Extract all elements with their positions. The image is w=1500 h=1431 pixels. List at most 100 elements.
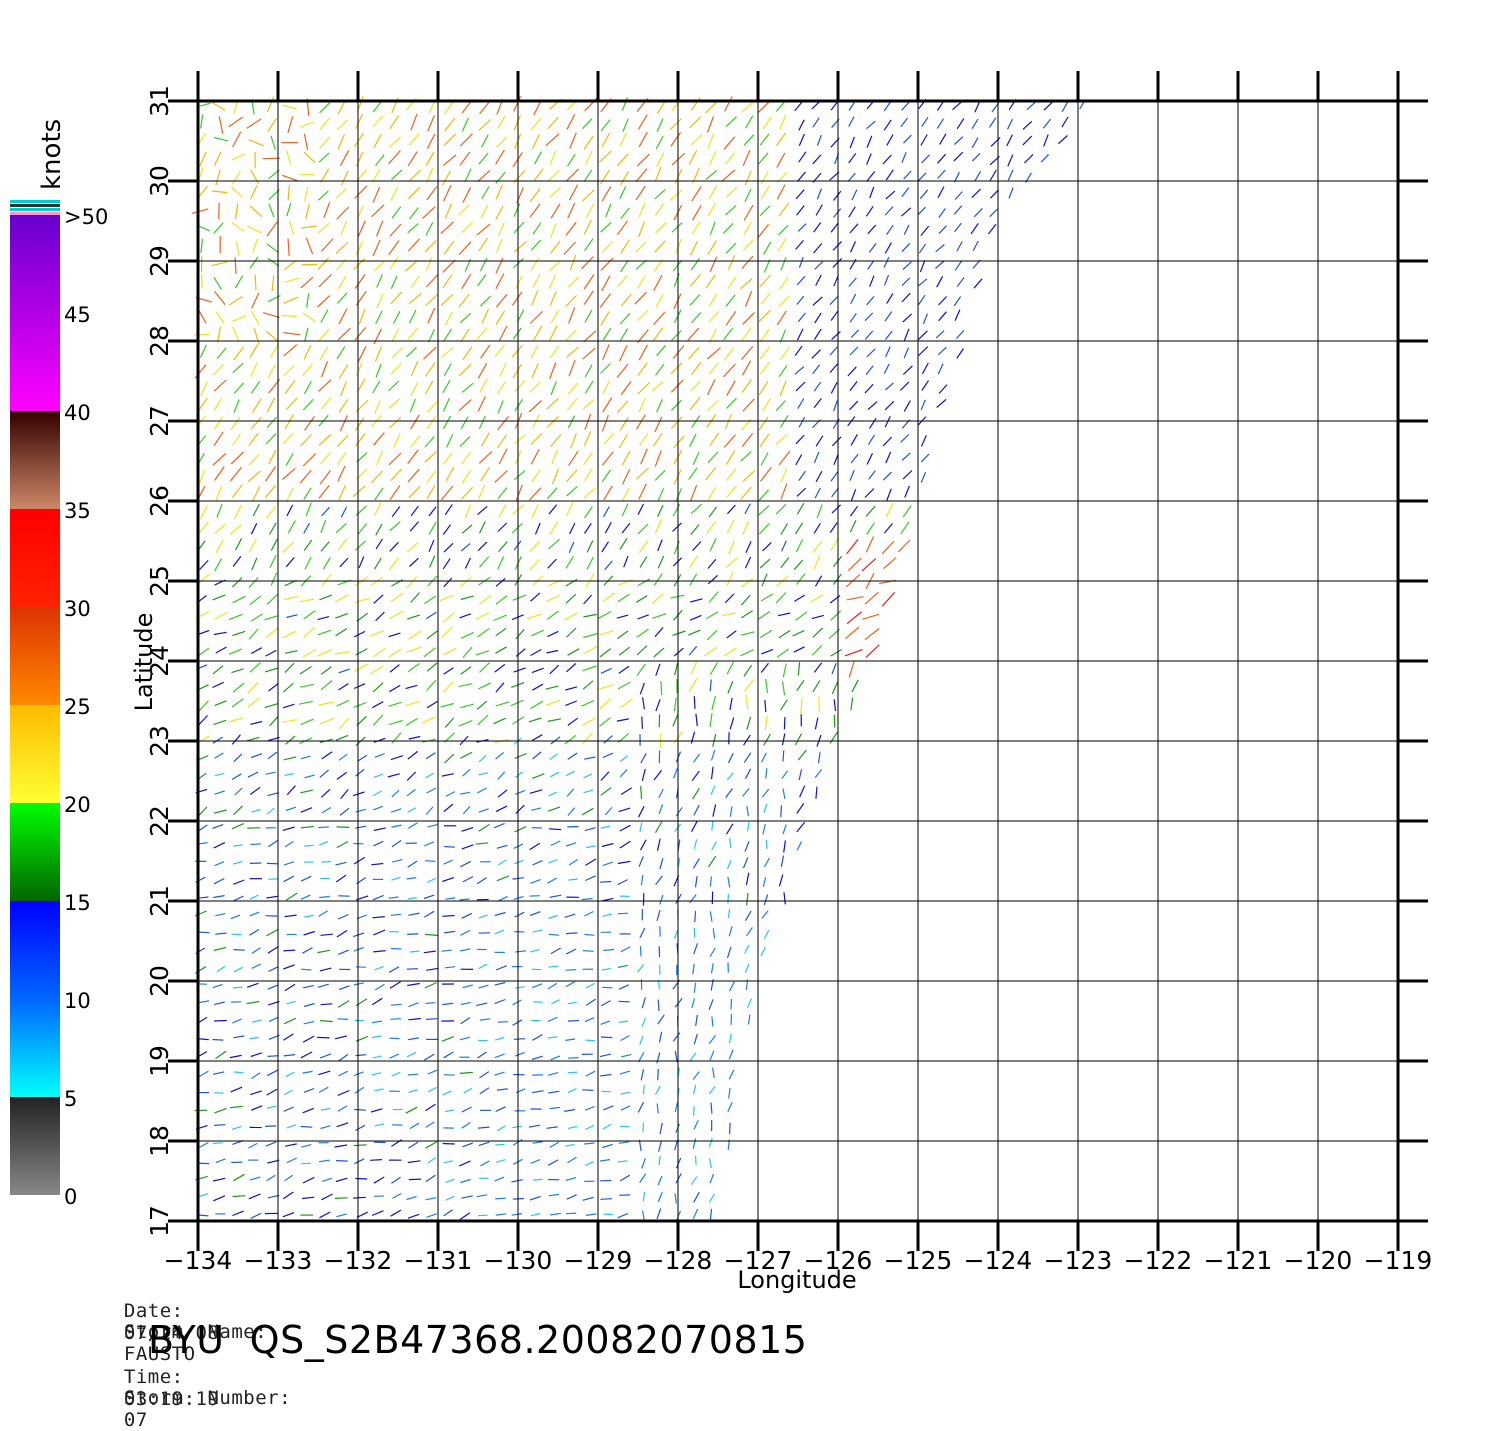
wind-vector	[727, 520, 734, 533]
wind-vector	[603, 914, 612, 916]
wind-vector	[462, 470, 470, 483]
wind-vector	[566, 771, 575, 776]
wind-vector	[373, 930, 385, 935]
wind-vector	[641, 1069, 643, 1080]
wind-vector	[761, 663, 768, 672]
wind-vector	[407, 577, 417, 589]
wind-vector	[284, 297, 299, 303]
wind-vector	[659, 1141, 662, 1152]
wind-vector	[339, 684, 349, 691]
wind-vector	[938, 154, 946, 163]
wind-vector	[849, 661, 854, 677]
wind-vector	[271, 573, 277, 586]
wind-vector	[532, 684, 543, 690]
wind-vector	[268, 1056, 279, 1057]
wind-vector	[253, 239, 258, 253]
wind-vector	[618, 276, 627, 287]
wind-vector	[285, 380, 295, 393]
wind-vector	[832, 331, 841, 339]
wind-vector	[232, 699, 243, 707]
wind-vector	[267, 398, 274, 413]
wind-vector	[321, 310, 328, 323]
wind-vector	[586, 1071, 595, 1076]
wind-vector	[938, 170, 946, 179]
wind-vector	[443, 613, 454, 623]
wind-vector	[411, 593, 420, 603]
wind-vector	[641, 875, 642, 885]
wind-vector	[975, 171, 981, 180]
wind-vector	[923, 314, 927, 324]
wind-vector	[251, 1106, 262, 1110]
wind-vector	[444, 364, 451, 376]
wind-vector	[338, 466, 345, 481]
wind-vector	[796, 455, 802, 465]
wind-vector	[302, 948, 312, 954]
wind-vector	[691, 1177, 697, 1185]
wind-vector	[444, 931, 455, 933]
wind-vector	[883, 472, 891, 480]
wind-vector	[710, 1159, 712, 1169]
wind-vector	[547, 611, 558, 619]
wind-vector	[656, 699, 660, 711]
wind-vector	[709, 186, 717, 199]
wind-vector	[566, 843, 576, 846]
wind-vector	[1062, 102, 1068, 112]
wind-vector	[671, 380, 683, 392]
wind-vector	[479, 915, 488, 918]
wind-vector	[214, 398, 222, 410]
wind-vector	[233, 683, 244, 692]
wind-vector	[582, 190, 594, 201]
wind-vector	[692, 771, 699, 781]
wind-vector	[776, 593, 786, 604]
wind-vector	[263, 158, 280, 159]
wind-vector	[834, 574, 842, 585]
wind-vector	[320, 718, 334, 724]
wind-vector	[480, 258, 487, 271]
wind-vector	[409, 631, 421, 639]
wind-vector	[234, 1072, 244, 1073]
wind-vector	[779, 630, 790, 637]
wind-vector	[601, 826, 610, 828]
wind-vector	[372, 917, 384, 918]
wind-vector	[427, 168, 433, 183]
wind-vector	[919, 295, 925, 304]
wind-vector	[301, 756, 311, 759]
wind-vector	[761, 172, 768, 185]
wind-vector	[621, 208, 630, 219]
wind-vector	[339, 399, 348, 412]
wind-vector	[230, 1106, 243, 1107]
wind-vector	[427, 663, 437, 671]
wind-vector	[391, 593, 404, 602]
wind-vector	[621, 381, 631, 395]
wind-vector	[339, 718, 349, 729]
wind-vector	[921, 135, 927, 146]
colorbar-segment	[10, 901, 60, 999]
wind-vector	[459, 721, 472, 727]
wind-vector	[376, 524, 382, 535]
wind-vector	[814, 223, 821, 233]
wind-vector	[727, 381, 736, 396]
wind-vector	[512, 345, 522, 357]
wind-vector	[321, 520, 326, 533]
wind-vector	[442, 916, 454, 917]
wind-vector	[639, 398, 645, 412]
wind-vector	[642, 1158, 646, 1168]
wind-vector	[887, 135, 893, 146]
wind-vector	[248, 682, 259, 693]
wind-vector	[318, 258, 329, 270]
wind-vector	[695, 911, 696, 922]
wind-vector	[798, 329, 804, 340]
wind-vector	[550, 665, 559, 674]
wind-vector	[1023, 121, 1032, 129]
wind-vector	[834, 699, 835, 711]
wind-vector	[745, 964, 749, 973]
wind-vector	[248, 698, 260, 707]
wind-vector	[214, 137, 228, 141]
wind-vector	[584, 452, 593, 465]
wind-vector	[570, 255, 576, 270]
wind-vector	[656, 664, 660, 676]
wind-vector	[498, 860, 506, 865]
wind-vector	[850, 224, 858, 233]
wind-vector	[604, 486, 613, 500]
wind-vector	[428, 1158, 436, 1163]
